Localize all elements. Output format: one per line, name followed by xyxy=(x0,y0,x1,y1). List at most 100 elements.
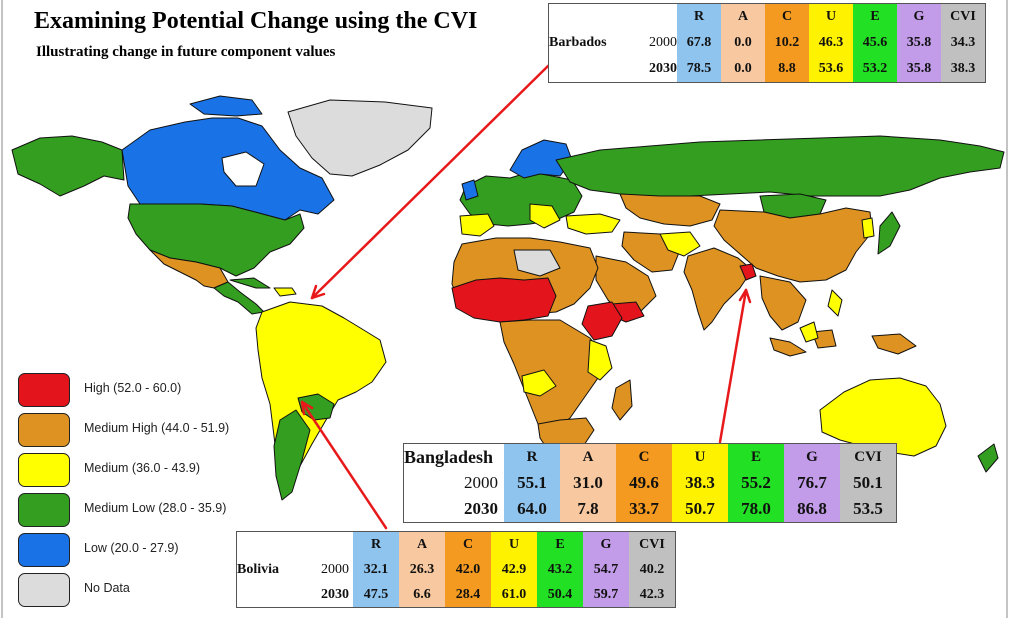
region-algeria-libya xyxy=(513,249,561,277)
value-cell: 53.2 xyxy=(853,56,897,83)
blank-cell xyxy=(237,582,308,608)
value-cell: 7.8 xyxy=(560,496,616,523)
value-cell: 26.3 xyxy=(399,557,445,582)
region-india xyxy=(683,247,753,331)
header-cvi: CVI xyxy=(941,3,986,30)
table-header-row: R A C U E G CVI xyxy=(549,3,986,31)
table-bolivia: R A C U E G CVI Bolivia 2000 32.1 26.3 4… xyxy=(236,531,676,608)
value-cell: 32.1 xyxy=(353,557,399,582)
value-cell: 28.4 xyxy=(445,582,491,608)
page-title: Examining Potential Change using the CVI xyxy=(34,8,478,34)
region-canada-islands xyxy=(189,95,263,117)
header-e: E xyxy=(537,531,583,557)
region-afghanistan xyxy=(659,231,701,257)
table-header-row: Bangladesh R A C U E G CVI xyxy=(404,443,897,470)
region-borneo xyxy=(799,321,819,343)
value-cell: 78.0 xyxy=(728,496,784,523)
header-cvi: CVI xyxy=(840,443,897,470)
value-cell: 47.5 xyxy=(353,582,399,608)
value-cell: 55.2 xyxy=(728,470,784,496)
value-cell: 78.5 xyxy=(677,56,721,83)
blank-cell xyxy=(549,56,628,83)
region-argentina xyxy=(273,409,311,501)
region-indonesia-1 xyxy=(769,337,807,357)
legend-swatch-medium xyxy=(18,453,70,487)
arrow-barbados xyxy=(310,64,550,300)
table-row: 2030 78.5 0.0 8.8 53.6 53.2 35.8 38.3 xyxy=(549,56,986,83)
header-a: A xyxy=(560,443,616,470)
region-russia xyxy=(555,135,1005,197)
header-u: U xyxy=(672,443,728,470)
region-china xyxy=(713,207,873,283)
value-cell: 33.7 xyxy=(616,496,672,523)
value-cell: 86.8 xyxy=(784,496,840,523)
header-u: U xyxy=(491,531,537,557)
header-c: C xyxy=(445,531,491,557)
value-cell: 35.8 xyxy=(897,30,941,56)
header-c: C xyxy=(616,443,672,470)
legend-label-no-data: No Data xyxy=(84,581,130,595)
header-blank xyxy=(237,532,308,558)
header-e: E xyxy=(853,3,897,30)
region-se-asia xyxy=(759,275,807,331)
header-r: R xyxy=(677,3,721,30)
page-subtitle: Illustrating change in future component … xyxy=(36,44,336,60)
region-bolivia xyxy=(297,393,335,421)
value-cell: 38.3 xyxy=(941,56,986,83)
value-cell: 50.7 xyxy=(672,496,728,523)
value-cell: 59.7 xyxy=(583,582,629,608)
year-cell: 2030 xyxy=(649,61,677,76)
value-cell: 38.3 xyxy=(672,470,728,496)
region-nz xyxy=(977,443,999,473)
region-madagascar xyxy=(611,379,633,421)
value-cell: 43.2 xyxy=(537,557,583,582)
table-row: 2030 47.5 6.6 28.4 61.0 50.4 59.7 42.3 xyxy=(237,582,676,608)
region-east-africa xyxy=(587,339,613,381)
region-hudson-bay xyxy=(221,151,265,187)
table-row: 2000 55.1 31.0 49.6 38.3 55.2 76.7 50.1 xyxy=(404,470,897,496)
region-australia xyxy=(819,377,947,457)
region-indonesia-2 xyxy=(811,329,837,349)
value-cell: 67.8 xyxy=(677,30,721,56)
value-cell: 42.3 xyxy=(629,582,676,608)
region-ethiopia xyxy=(581,301,623,341)
legend-label-medium: Medium (36.0 - 43.9) xyxy=(84,461,201,475)
value-cell: 50.1 xyxy=(840,470,897,496)
arrow-bolivia-head xyxy=(300,400,314,416)
region-greenland xyxy=(287,99,433,177)
table-row: Barbados 2000 67.8 0.0 10.2 46.3 45.6 35… xyxy=(549,30,986,56)
region-bangladesh xyxy=(739,263,757,281)
region-central-africa xyxy=(499,319,605,431)
legend-label-medium-low: Medium Low (28.0 - 35.9) xyxy=(84,501,227,515)
header-blank xyxy=(627,4,677,31)
value-cell: 54.7 xyxy=(583,557,629,582)
value-cell: 64.0 xyxy=(504,496,560,523)
header-a: A xyxy=(399,531,445,557)
country-name: Bangladesh xyxy=(404,446,494,467)
region-turkey xyxy=(565,213,621,235)
header-r: R xyxy=(353,531,399,557)
region-png xyxy=(871,333,917,355)
table-row: 2030 64.0 7.8 33.7 50.7 78.0 86.8 53.5 xyxy=(404,496,897,523)
header-g: G xyxy=(784,443,840,470)
header-g: G xyxy=(583,531,629,557)
legend-swatch-no-data xyxy=(18,573,70,607)
header-e: E xyxy=(728,443,784,470)
legend-swatch-high xyxy=(18,373,70,407)
value-cell: 46.3 xyxy=(809,30,853,56)
region-iberia xyxy=(459,213,495,237)
header-blank xyxy=(307,532,353,558)
value-cell: 76.7 xyxy=(784,470,840,496)
table-bangladesh: Bangladesh R A C U E G CVI 2000 55.1 31.… xyxy=(403,443,897,523)
value-cell: 34.3 xyxy=(941,30,986,56)
value-cell: 40.2 xyxy=(629,557,676,582)
value-cell: 8.8 xyxy=(765,56,809,83)
region-uk xyxy=(461,179,479,201)
country-name: Bolivia xyxy=(237,561,280,577)
year-cell: 2000 xyxy=(321,561,349,577)
value-cell: 35.8 xyxy=(897,56,941,83)
region-japan xyxy=(877,211,901,255)
value-cell: 0.0 xyxy=(721,30,765,56)
